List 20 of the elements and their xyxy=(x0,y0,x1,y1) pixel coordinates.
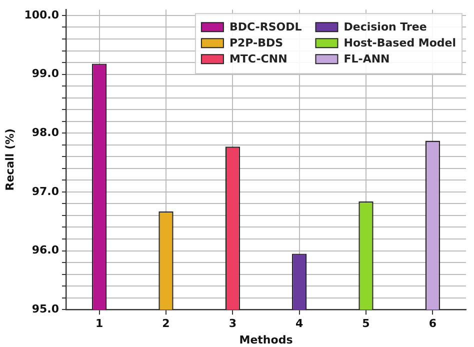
x-tick-label: 3 xyxy=(228,317,236,330)
x-tick-label: 2 xyxy=(162,317,170,330)
legend-label: Decision Tree xyxy=(344,20,427,34)
legend-label: P2P-BDS xyxy=(229,36,284,50)
y-tick-label: 96.0 xyxy=(32,244,60,257)
x-axis-title: Methods xyxy=(239,333,294,346)
legend-label: MTC-CNN xyxy=(229,52,288,66)
y-tick-label: 100.0 xyxy=(24,8,60,22)
y-tick-label: 98.0 xyxy=(32,126,60,139)
legend-label: FL-ANN xyxy=(344,52,390,66)
y-tick-label: 97.0 xyxy=(32,184,60,198)
legend-label: BDC-RSODL xyxy=(229,20,302,34)
x-tick-label: 5 xyxy=(362,317,370,330)
y-tick-label: 95.0 xyxy=(32,302,60,316)
legend-label: Host-Based Model xyxy=(344,36,456,50)
x-tick-label: 6 xyxy=(428,317,437,330)
y-tick-label: 99.0 xyxy=(32,67,60,80)
x-tick-label: 4 xyxy=(296,317,304,330)
x-tick-label: 1 xyxy=(96,317,104,330)
y-axis-title: Recall (%) xyxy=(3,128,16,191)
